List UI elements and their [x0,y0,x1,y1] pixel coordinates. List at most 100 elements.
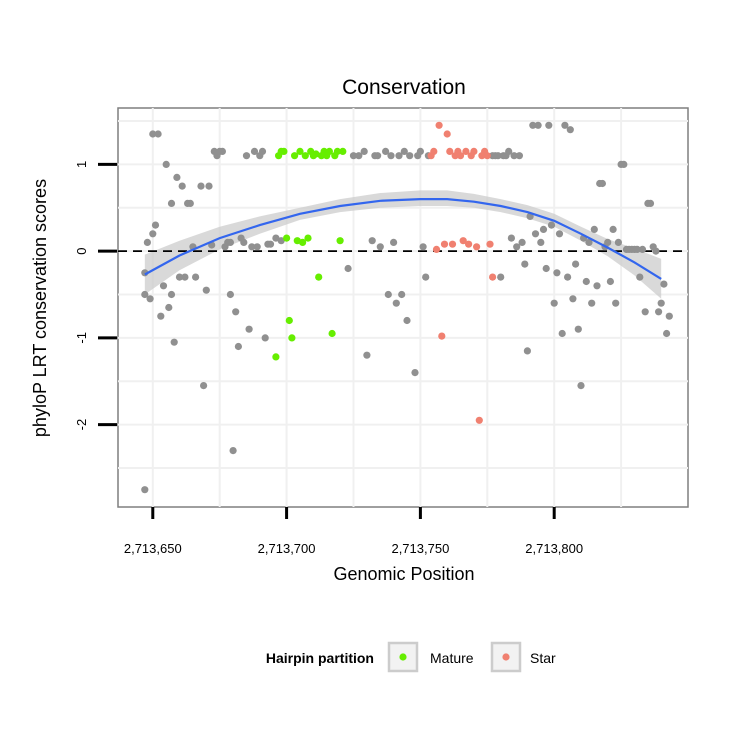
point-other [534,121,542,129]
point-other [398,290,406,299]
point-other [149,130,157,138]
point-other [173,173,181,181]
point-other [360,147,368,155]
point-other [606,277,615,286]
point-other [553,269,561,277]
y-tick-label: 1 [74,161,89,168]
point-other [569,295,577,303]
point-other [253,243,261,251]
point-other [170,338,178,346]
point-other [638,245,647,253]
point-other [523,347,532,355]
x-axis-label: Genomic Position [333,564,474,584]
point-other [609,225,617,233]
point-other [604,238,612,246]
point-other [384,290,392,299]
point-star [443,130,451,138]
point-other [531,230,540,238]
point-other [261,334,269,342]
point-mature [288,334,296,342]
point-other [593,282,601,290]
point-other [149,230,157,238]
point-star [473,243,481,251]
point-other [641,308,649,316]
point-other [141,290,149,299]
axes: 2,713,650 2,713,700 2,713,750 2,713,800 -2 -1… [74,161,583,556]
legend-label-star: Star [530,650,556,666]
point-other [245,325,253,333]
point-other [660,280,668,288]
x-tick-label: 2,713,700 [258,541,316,556]
point-mature [312,150,320,158]
point-other [588,299,596,307]
point-other [151,221,160,229]
y-tick-label: -2 [74,419,89,431]
point-mature [325,147,333,155]
point-other [240,238,248,246]
point-star [470,147,478,155]
point-other [582,277,590,286]
point-star [459,237,467,245]
point-other [494,152,502,160]
point-other [566,126,574,134]
point-other [146,295,154,303]
point-other [368,237,376,245]
point-other [390,238,398,246]
point-other [633,245,641,253]
point-other [154,130,162,138]
point-other [663,329,671,338]
point-mature [339,147,347,155]
point-mature [291,152,299,160]
point-other [250,147,259,155]
point-other [162,160,170,168]
point-other [652,247,660,255]
point-other [266,240,275,248]
point-other [542,264,550,273]
legend-dot-star [502,653,510,661]
point-other [598,179,607,188]
point-other [515,152,524,160]
point-other [349,152,358,160]
point-other [646,199,655,207]
point-other [400,147,408,155]
point-other [411,369,419,377]
point-other [277,237,285,245]
point-other [167,199,176,207]
point-other [505,147,513,155]
point-other [577,382,585,390]
point-other [226,290,234,299]
point-other [419,243,427,251]
point-other [181,273,189,281]
point-other [344,264,352,273]
point-other [192,273,200,281]
point-mature [280,147,288,155]
point-other [159,282,168,290]
x-tick-label: 2,713,800 [525,541,583,556]
x-tick-label: 2,713,650 [124,541,182,556]
point-other [555,230,564,238]
legend: Hairpin partition Mature Star [266,641,556,673]
point-other [406,152,414,160]
point-mature [301,152,309,160]
plot-panel [117,107,689,508]
point-other [242,152,251,160]
point-mature [328,329,336,338]
point-other [585,238,593,246]
point-other [657,299,665,307]
point-other [655,308,663,316]
x-tick-label: 2,713,750 [391,541,449,556]
point-other [507,234,515,242]
point-other [521,260,529,268]
point-other [374,152,382,160]
point-mature [315,273,323,281]
point-other [376,243,384,251]
smooth-trend-line [144,198,662,280]
point-other [387,152,395,160]
data-points [141,121,673,494]
point-other [248,243,256,251]
point-other [529,121,537,129]
point-other [232,308,240,316]
point-other [422,273,430,281]
point-other [229,447,237,455]
point-other [636,273,644,281]
